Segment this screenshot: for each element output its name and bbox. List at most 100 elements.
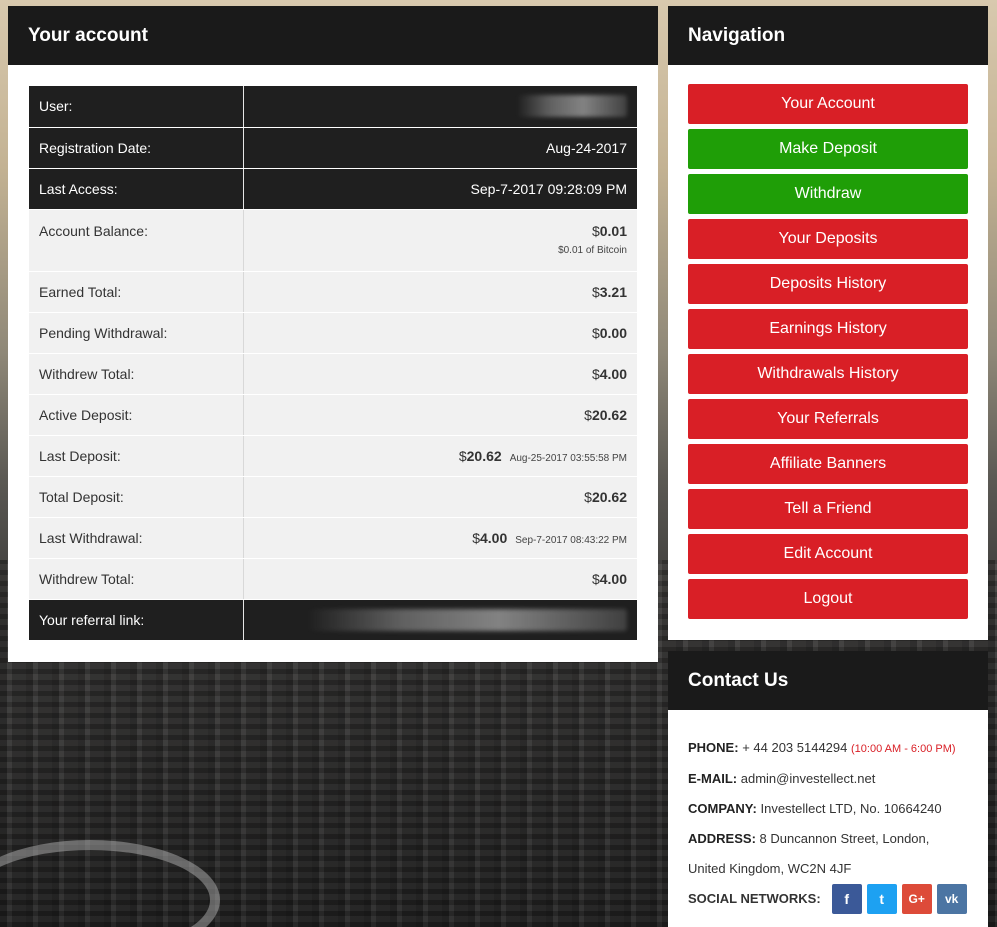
active-deposit-amount: 20.62 <box>591 406 627 423</box>
user-label: User: <box>29 86 244 128</box>
active-deposit-currency: $ <box>584 406 592 423</box>
company-label: COMPANY: <box>688 801 757 816</box>
balance-note: $0.01 of Bitcoin <box>558 244 627 256</box>
table-row: Registration Date: Aug-24-2017 <box>29 127 637 169</box>
total-deposit-currency: $ <box>584 488 592 505</box>
company-value: Investellect LTD, No. 10664240 <box>760 801 942 816</box>
withdrew-total-2-amount: 4.00 <box>599 570 627 587</box>
table-row: Last Access: Sep-7-2017 09:28:09 PM <box>29 168 637 210</box>
referral-link-redacted <box>307 608 627 631</box>
active-deposit-label: Active Deposit: <box>29 394 244 436</box>
address-label: ADDRESS: <box>688 831 756 846</box>
last-deposit-currency: $ <box>458 447 467 464</box>
nav-deposits-history-button[interactable]: Deposits History <box>688 264 968 304</box>
address-line-1: 8 Duncannon Street, London, <box>759 831 930 846</box>
nav-your-deposits-button[interactable]: Your Deposits <box>688 219 968 259</box>
last-withdrawal-currency: $ <box>472 529 480 546</box>
google-plus-icon[interactable]: G+ <box>901 884 932 914</box>
background-road <box>0 840 220 927</box>
nav-affiliate-banners-button[interactable]: Affiliate Banners <box>688 444 968 484</box>
table-row: Last Deposit: $20.62 Aug-25-2017 03:55:58… <box>29 435 637 477</box>
nav-your-account-button[interactable]: Your Account <box>688 84 968 124</box>
table-row: Your referral link: <box>29 599 637 641</box>
navigation-list: Your Account Make Deposit Withdraw Your … <box>668 65 988 619</box>
contact-address-line-2: United Kingdom, WC2N 4JF <box>688 861 852 876</box>
pending-value: $0.00 <box>243 312 637 354</box>
email-label: E-MAIL: <box>688 771 738 786</box>
withdrew-total-2-label: Withdrew Total: <box>29 558 244 600</box>
earned-label: Earned Total: <box>29 271 244 313</box>
navigation-title: Navigation <box>668 6 988 65</box>
account-table: User: Registration Date: Aug-24-2017 Las… <box>29 86 637 641</box>
nav-withdraw-button[interactable]: Withdraw <box>688 174 968 214</box>
facebook-icon[interactable]: f <box>831 884 862 914</box>
table-row: Pending Withdrawal: $0.00 <box>29 312 637 354</box>
table-row: Withdrew Total: $4.00 <box>29 353 637 395</box>
withdrew-total-2-currency: $ <box>591 570 600 587</box>
nav-earnings-history-button[interactable]: Earnings History <box>688 309 968 349</box>
user-value-redacted <box>517 95 627 118</box>
last-deposit-amount: 20.62 <box>466 447 502 464</box>
email-value[interactable]: admin@investellect.net <box>740 771 876 786</box>
last-access-label: Last Access: <box>29 168 244 210</box>
registration-value: Aug-24-2017 <box>243 127 637 169</box>
account-title: Your account <box>8 6 658 65</box>
user-value <box>243 86 637 128</box>
nav-your-referrals-button[interactable]: Your Referrals <box>688 399 968 439</box>
nav-make-deposit-button[interactable]: Make Deposit <box>688 129 968 169</box>
table-row: Withdrew Total: $4.00 <box>29 558 637 600</box>
social-networks: SOCIAL NETWORKS: f t G+ vk <box>688 884 968 914</box>
contact-panel: Contact Us PHONE: + 44 203 5144294 (10:0… <box>668 651 988 927</box>
table-row: Active Deposit: $20.62 <box>29 394 637 436</box>
contact-phone: PHONE: + 44 203 5144294 (10:00 AM - 6:00… <box>688 733 968 764</box>
pending-amount: 0.00 <box>599 324 627 341</box>
twitter-icon[interactable]: t <box>866 884 897 914</box>
nav-tell-a-friend-button[interactable]: Tell a Friend <box>688 489 968 529</box>
pending-currency: $ <box>591 324 600 341</box>
phone-hours: (10:00 AM - 6:00 PM) <box>851 743 956 755</box>
nav-logout-button[interactable]: Logout <box>688 579 968 619</box>
referral-link[interactable] <box>243 599 637 641</box>
contact-title: Contact Us <box>668 651 988 710</box>
vk-icon[interactable]: vk <box>936 884 967 914</box>
withdrew-total-2-value: $4.00 <box>243 558 637 600</box>
balance-value: $0.01 $0.01 of Bitcoin <box>243 209 637 272</box>
withdrew-total-amount: 4.00 <box>599 365 627 382</box>
nav-withdrawals-history-button[interactable]: Withdrawals History <box>688 354 968 394</box>
nav-edit-account-button[interactable]: Edit Account <box>688 534 968 574</box>
total-deposit-amount: 20.62 <box>591 488 627 505</box>
last-withdrawal-value: $4.00 Sep-7-2017 08:43:22 PM <box>243 517 637 559</box>
earned-amount: 3.21 <box>599 283 627 300</box>
phone-label: PHONE: <box>688 740 739 755</box>
last-deposit-label: Last Deposit: <box>29 435 244 477</box>
active-deposit-value: $20.62 <box>243 394 637 436</box>
last-withdrawal-time: Sep-7-2017 08:43:22 PM <box>515 534 627 546</box>
withdrew-total-label: Withdrew Total: <box>29 353 244 395</box>
earned-currency: $ <box>591 283 600 300</box>
last-access-value: Sep-7-2017 09:28:09 PM <box>243 168 637 210</box>
table-row: Total Deposit: $20.62 <box>29 476 637 518</box>
earned-value: $3.21 <box>243 271 637 313</box>
navigation-panel: Navigation Your Account Make Deposit Wit… <box>668 6 988 640</box>
table-row: Earned Total: $3.21 <box>29 271 637 313</box>
table-row: Account Balance: $0.01 $0.01 of Bitcoin <box>29 209 637 272</box>
pending-label: Pending Withdrawal: <box>29 312 244 354</box>
phone-value: + 44 203 5144294 <box>742 740 848 755</box>
balance-amount: 0.01 <box>599 222 627 239</box>
account-panel: Your account User: Registration Date: Au… <box>8 6 658 662</box>
balance-currency: $ <box>591 222 600 239</box>
table-row: User: <box>29 86 637 128</box>
withdrew-total-value: $4.00 <box>243 353 637 395</box>
withdrew-total-currency: $ <box>591 365 600 382</box>
contact-email: E-MAIL: admin@investellect.net <box>688 764 968 794</box>
registration-label: Registration Date: <box>29 127 244 169</box>
last-withdrawal-label: Last Withdrawal: <box>29 517 244 559</box>
last-withdrawal-amount: 4.00 <box>480 529 508 546</box>
total-deposit-value: $20.62 <box>243 476 637 518</box>
total-deposit-label: Total Deposit: <box>29 476 244 518</box>
referral-label: Your referral link: <box>29 599 244 641</box>
contact-body: PHONE: + 44 203 5144294 (10:00 AM - 6:00… <box>668 710 988 914</box>
balance-label: Account Balance: <box>29 209 244 272</box>
contact-company: COMPANY: Investellect LTD, No. 10664240 <box>688 794 968 824</box>
contact-address: ADDRESS: 8 Duncannon Street, London, <box>688 824 968 854</box>
